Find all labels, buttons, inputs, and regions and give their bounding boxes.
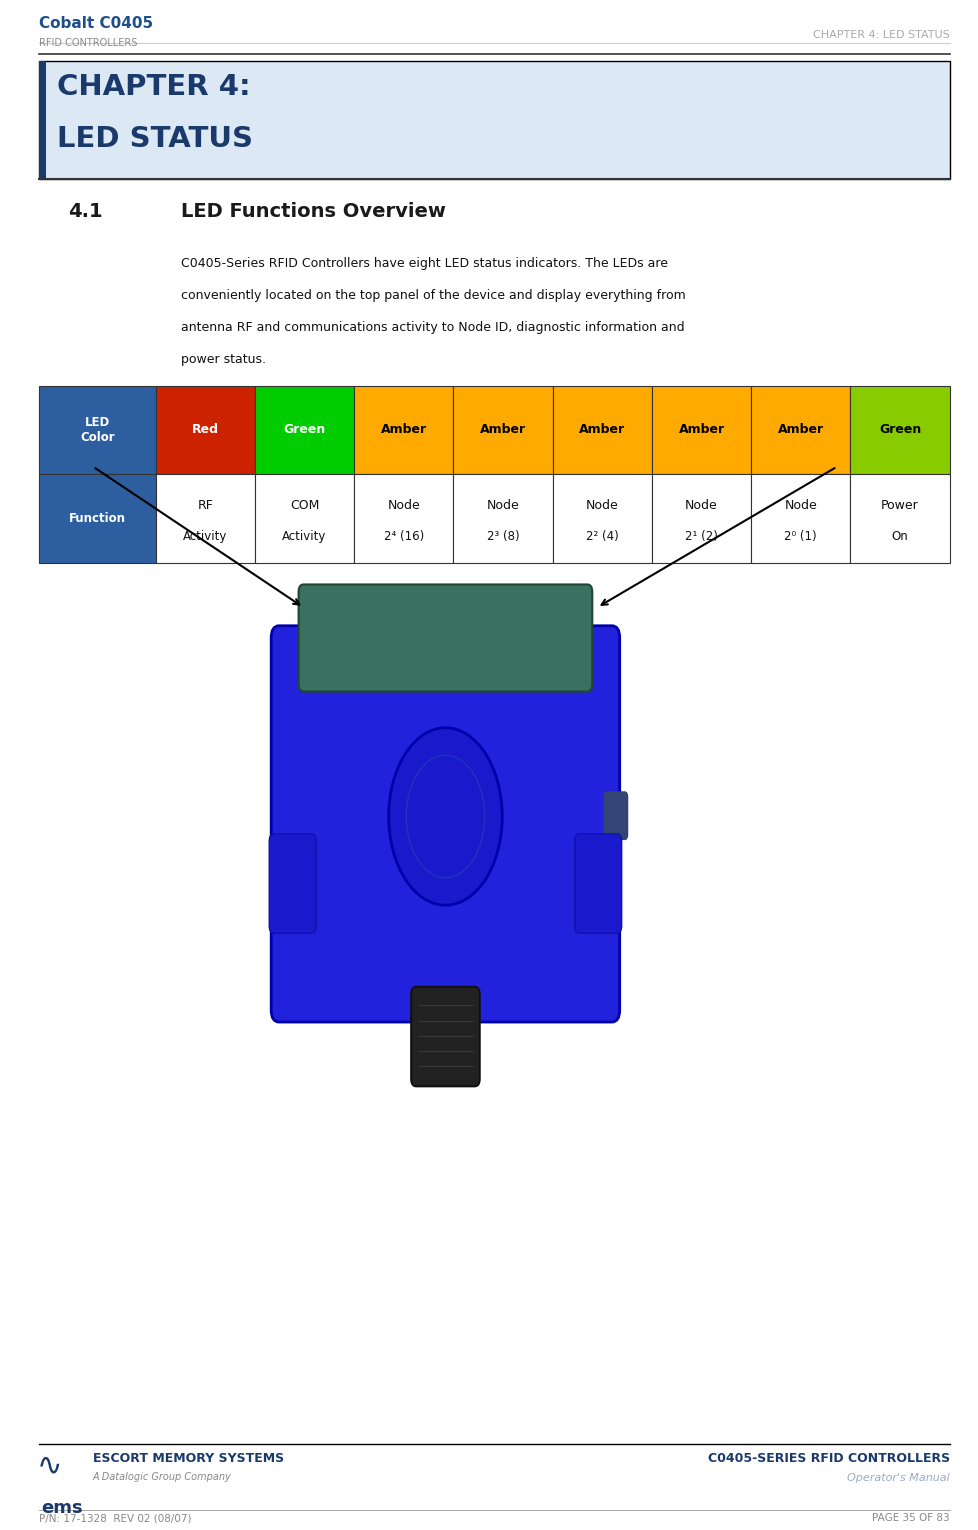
FancyBboxPatch shape <box>750 474 850 563</box>
Text: P/N: 17-1328  REV 02 (08/07): P/N: 17-1328 REV 02 (08/07) <box>39 1513 192 1524</box>
Text: C0405-Series RFID Controllers have eight LED status indicators. The LEDs are: C0405-Series RFID Controllers have eight… <box>181 257 667 269</box>
Text: ∿: ∿ <box>37 1452 63 1481</box>
Text: CHAPTER 4:: CHAPTER 4: <box>57 73 250 101</box>
FancyBboxPatch shape <box>254 386 354 474</box>
Text: Node: Node <box>387 499 420 513</box>
FancyBboxPatch shape <box>411 987 479 1086</box>
Text: 2³ (8): 2³ (8) <box>486 529 518 543</box>
FancyBboxPatch shape <box>156 474 254 563</box>
FancyBboxPatch shape <box>574 834 621 933</box>
Text: Function: Function <box>68 513 126 525</box>
Text: CHAPTER 4: LED STATUS: CHAPTER 4: LED STATUS <box>812 31 949 40</box>
Text: 2⁰ (1): 2⁰ (1) <box>783 529 817 543</box>
Text: 2² (4): 2² (4) <box>585 529 618 543</box>
FancyBboxPatch shape <box>254 474 354 563</box>
FancyBboxPatch shape <box>269 834 316 933</box>
Text: Green: Green <box>283 424 326 436</box>
Text: Amber: Amber <box>777 424 822 436</box>
Text: RF: RF <box>198 499 213 513</box>
FancyBboxPatch shape <box>552 474 651 563</box>
FancyBboxPatch shape <box>453 474 552 563</box>
Text: Green: Green <box>878 424 920 436</box>
Text: 4.1: 4.1 <box>68 202 103 220</box>
Text: Node: Node <box>486 499 519 513</box>
FancyBboxPatch shape <box>603 793 627 840</box>
Text: LED
Color: LED Color <box>80 416 114 444</box>
Text: antenna RF and communications activity to Node ID, diagnostic information and: antenna RF and communications activity t… <box>181 321 684 334</box>
Text: 2¹ (2): 2¹ (2) <box>685 529 717 543</box>
FancyBboxPatch shape <box>39 61 949 179</box>
Text: Amber: Amber <box>479 424 525 436</box>
Text: power status.: power status. <box>181 353 266 366</box>
Text: C0405-SERIES RFID CONTROLLERS: C0405-SERIES RFID CONTROLLERS <box>707 1452 949 1464</box>
Text: Activity: Activity <box>282 529 327 543</box>
Text: Amber: Amber <box>380 424 426 436</box>
FancyBboxPatch shape <box>552 386 651 474</box>
FancyBboxPatch shape <box>39 474 156 563</box>
FancyBboxPatch shape <box>651 474 750 563</box>
Text: conveniently located on the top panel of the device and display everything from: conveniently located on the top panel of… <box>181 289 686 301</box>
FancyBboxPatch shape <box>39 61 46 179</box>
Text: Amber: Amber <box>678 424 724 436</box>
Text: Node: Node <box>685 499 717 513</box>
Circle shape <box>388 728 502 906</box>
FancyBboxPatch shape <box>156 386 254 474</box>
FancyBboxPatch shape <box>39 386 156 474</box>
Text: Operator's Manual: Operator's Manual <box>846 1473 949 1484</box>
FancyBboxPatch shape <box>354 386 453 474</box>
Text: ems: ems <box>41 1499 83 1518</box>
FancyBboxPatch shape <box>354 474 453 563</box>
Text: A Datalogic Group Company: A Datalogic Group Company <box>93 1472 232 1483</box>
Text: COM: COM <box>289 499 319 513</box>
FancyBboxPatch shape <box>298 584 592 692</box>
FancyBboxPatch shape <box>651 386 750 474</box>
Text: Red: Red <box>192 424 218 436</box>
FancyBboxPatch shape <box>453 386 552 474</box>
Text: On: On <box>891 529 908 543</box>
FancyBboxPatch shape <box>750 386 850 474</box>
Text: Activity: Activity <box>183 529 227 543</box>
Text: Power: Power <box>880 499 918 513</box>
Text: Node: Node <box>585 499 618 513</box>
Text: LED Functions Overview: LED Functions Overview <box>181 202 446 220</box>
Text: LED STATUS: LED STATUS <box>57 125 252 153</box>
FancyBboxPatch shape <box>850 386 949 474</box>
FancyBboxPatch shape <box>850 474 949 563</box>
Text: Cobalt C0405: Cobalt C0405 <box>39 15 154 31</box>
Text: ESCORT MEMORY SYSTEMS: ESCORT MEMORY SYSTEMS <box>93 1452 284 1464</box>
Text: PAGE 35 OF 83: PAGE 35 OF 83 <box>871 1513 949 1524</box>
Text: EMS: EMS <box>434 835 456 845</box>
Text: RFID CONTROLLERS: RFID CONTROLLERS <box>39 38 137 49</box>
Text: 2⁴ (16): 2⁴ (16) <box>383 529 423 543</box>
FancyBboxPatch shape <box>271 626 619 1022</box>
Text: Amber: Amber <box>579 424 625 436</box>
Text: Node: Node <box>783 499 817 513</box>
Text: ~∿~: ~∿~ <box>435 793 455 803</box>
